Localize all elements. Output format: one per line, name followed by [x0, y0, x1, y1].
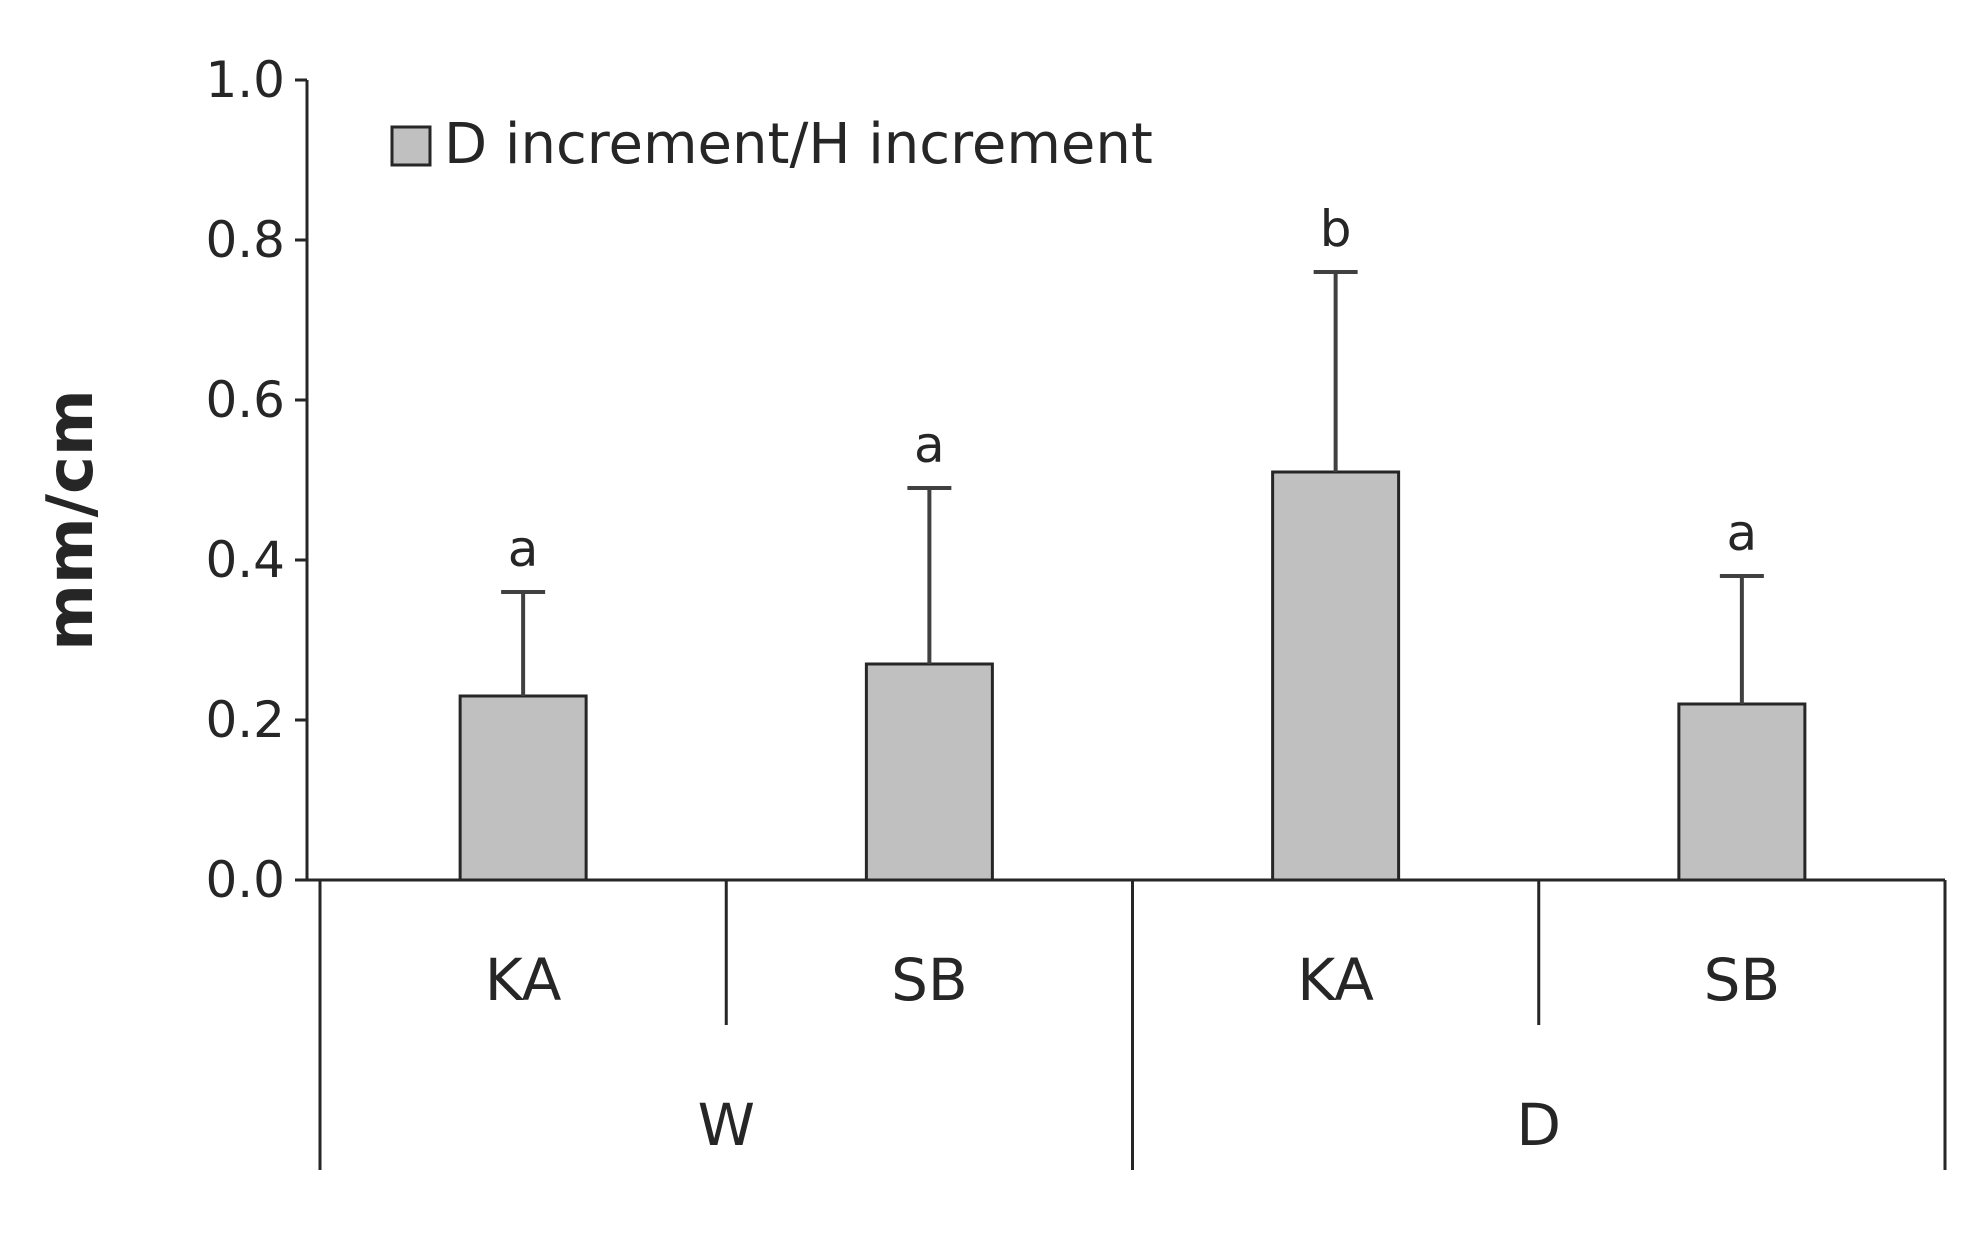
y-tick-label: 0.2: [205, 691, 285, 749]
bar: [458, 694, 588, 882]
x-group-label: D: [1516, 1091, 1561, 1159]
y-tick-label: 0.6: [205, 371, 285, 429]
y-tick-label: 1.0: [205, 51, 285, 109]
legend-swatch: [390, 125, 432, 167]
y-tick-label: 0.0: [205, 851, 285, 909]
legend: D increment/H increment: [390, 112, 1153, 177]
x-category-label: KA: [1297, 946, 1374, 1014]
plot-area: 0.0 0.2 0.4 0.6 0.8 1.0 a KA a SB b KA a SB W D: [205, 51, 1947, 1170]
bar: [1677, 702, 1807, 882]
significance-label: a: [1727, 504, 1758, 562]
y-axis-title: mm/cm: [34, 389, 108, 650]
y-tick-label: 0.4: [205, 531, 285, 589]
x-category-label: SB: [891, 946, 968, 1014]
bar: [864, 662, 994, 882]
x-category-label: SB: [1704, 946, 1781, 1014]
x-group-label: W: [698, 1091, 755, 1159]
bar: [1271, 470, 1401, 882]
x-category-label: KA: [485, 946, 562, 1014]
significance-label: a: [914, 416, 945, 474]
significance-label: a: [508, 520, 539, 578]
y-tick-label: 0.8: [205, 211, 285, 269]
legend-label: D increment/H increment: [444, 112, 1153, 177]
significance-label: b: [1320, 200, 1352, 258]
